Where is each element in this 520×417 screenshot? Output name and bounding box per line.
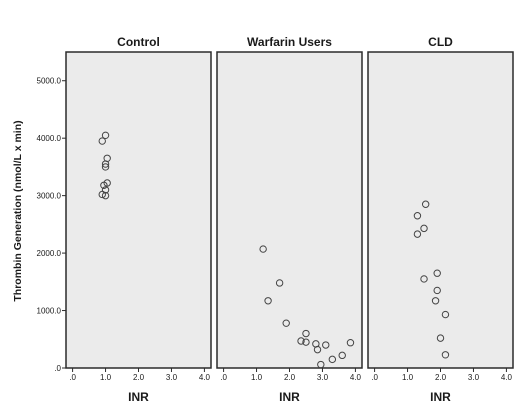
data-point <box>98 137 106 145</box>
data-point <box>420 275 428 283</box>
x-tick-label: 4.0 <box>199 373 211 382</box>
data-point <box>322 341 330 349</box>
x-tick-label: 3.0 <box>166 373 178 382</box>
data-point <box>98 190 106 199</box>
x-tick-label: .0 <box>371 373 378 382</box>
x-tick-label: 4.0 <box>501 373 513 382</box>
data-point <box>302 329 310 338</box>
data-point <box>275 279 284 287</box>
data-point <box>420 224 428 233</box>
data-point <box>431 297 440 305</box>
data-point <box>413 230 422 238</box>
data-point <box>421 200 430 208</box>
panel-title: Warfarin Users <box>247 35 332 49</box>
data-point <box>317 360 325 369</box>
data-point <box>328 355 337 364</box>
x-tick-label: .0 <box>220 373 227 382</box>
panel-title: Control <box>117 35 160 49</box>
data-point <box>436 334 445 342</box>
data-point <box>413 212 422 220</box>
x-tick-label: 1.0 <box>100 373 112 382</box>
data-point <box>433 269 441 277</box>
panels: Control .0 1.0 2.0 3.0 4.0 INR Warfarin Users .0… <box>65 35 514 404</box>
x-axis-label: INR <box>279 390 300 404</box>
x-tick-label: 2.0 <box>284 373 296 382</box>
y-axis-label: Thrombin Generation (nmol/L x min) <box>12 120 24 301</box>
panel-warfarin-users: Warfarin Users .0 1.0 2.0 3.0 4.0 INR <box>216 35 363 404</box>
panel-control: Control .0 1.0 2.0 3.0 4.0 INR <box>65 35 212 404</box>
data-point <box>433 286 441 295</box>
data-point <box>259 245 267 253</box>
data-point <box>101 131 110 140</box>
panel-title: CLD <box>428 35 453 49</box>
data-point <box>264 297 272 305</box>
x-tick-label: 1.0 <box>402 373 414 382</box>
data-point <box>101 160 110 168</box>
x-axis-label: INR <box>430 390 451 404</box>
x-tick-label: 1.0 <box>251 373 263 382</box>
x-axis-label: INR <box>128 390 149 404</box>
data-point <box>297 337 305 345</box>
x-tick-label: 2.0 <box>133 373 145 382</box>
y-tick-label: 4000.0 <box>37 134 62 143</box>
x-tick-label: 4.0 <box>350 373 362 382</box>
x-tick-label: 3.0 <box>468 373 480 382</box>
data-point <box>101 191 110 200</box>
x-tick-label: 2.0 <box>435 373 447 382</box>
y-tick-label: 3000.0 <box>37 192 62 201</box>
data-point <box>302 338 310 346</box>
y-tick-label: .0 <box>54 364 61 373</box>
data-point <box>346 339 355 347</box>
y-tick-label: 2000.0 <box>37 249 62 258</box>
x-tick-label: .0 <box>69 373 76 382</box>
panel-plot-area <box>216 51 363 369</box>
panel-plot-area <box>65 51 212 369</box>
panel-cld: CLD .0 1.0 2.0 3.0 4.0 INR <box>367 35 514 404</box>
data-point <box>101 163 110 171</box>
panel-plot-area <box>367 51 514 369</box>
x-tick-label: 3.0 <box>317 373 329 382</box>
y-tick-label: 1000.0 <box>37 307 62 316</box>
data-point <box>100 181 108 189</box>
data-point <box>441 310 450 319</box>
data-point <box>282 319 290 327</box>
y-tick-label: 5000.0 <box>37 77 62 86</box>
data-point <box>313 345 322 354</box>
data-point <box>338 351 346 360</box>
data-point <box>441 351 450 359</box>
